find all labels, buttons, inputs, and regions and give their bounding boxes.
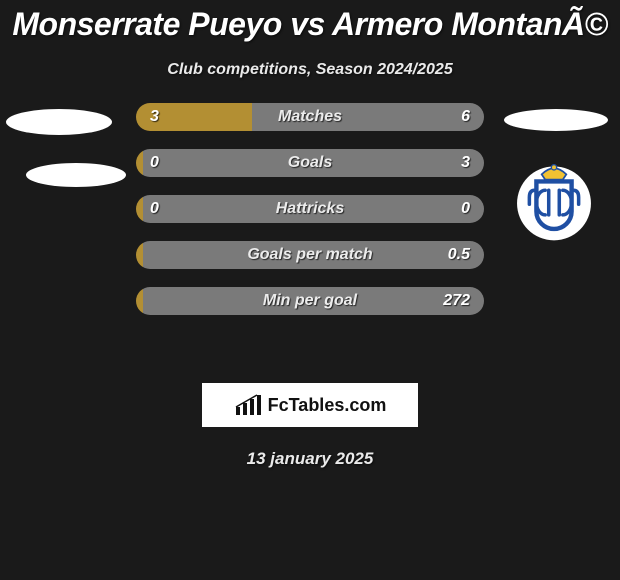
snapshot-date: 13 january 2025 [0,449,620,469]
stat-name: Matches [136,103,484,131]
brand-badge: FcTables.com [202,383,418,427]
stat-name: Min per goal [136,287,484,315]
stat-name: Goals [136,149,484,177]
comparison-arena: 36Matches03Goals00Hattricks0.5Goals per … [0,113,620,373]
stat-name: Hattricks [136,195,484,223]
stat-bar: 36Matches [136,103,484,131]
bar-chart-icon [234,393,264,417]
stat-bar: 00Hattricks [136,195,484,223]
stat-bar: 0.5Goals per match [136,241,484,269]
stat-name: Goals per match [136,241,484,269]
club-crest-icon [504,149,604,249]
player-right-badges [504,109,608,249]
page-title: Monserrate Pueyo vs Armero MontanÃ© [0,0,620,43]
placeholder-ellipse-icon [504,109,608,131]
player-left-badges [6,109,126,187]
placeholder-ellipse-icon [26,163,126,187]
page-subtitle: Club competitions, Season 2024/2025 [0,61,620,79]
brand-text: FcTables.com [268,395,387,416]
stat-bar: 03Goals [136,149,484,177]
stat-bars: 36Matches 03Goals 00Hattricks 0.5Goals per … [136,103,484,333]
stat-bar: 272Min per goal [136,287,484,315]
placeholder-ellipse-icon [6,109,112,135]
